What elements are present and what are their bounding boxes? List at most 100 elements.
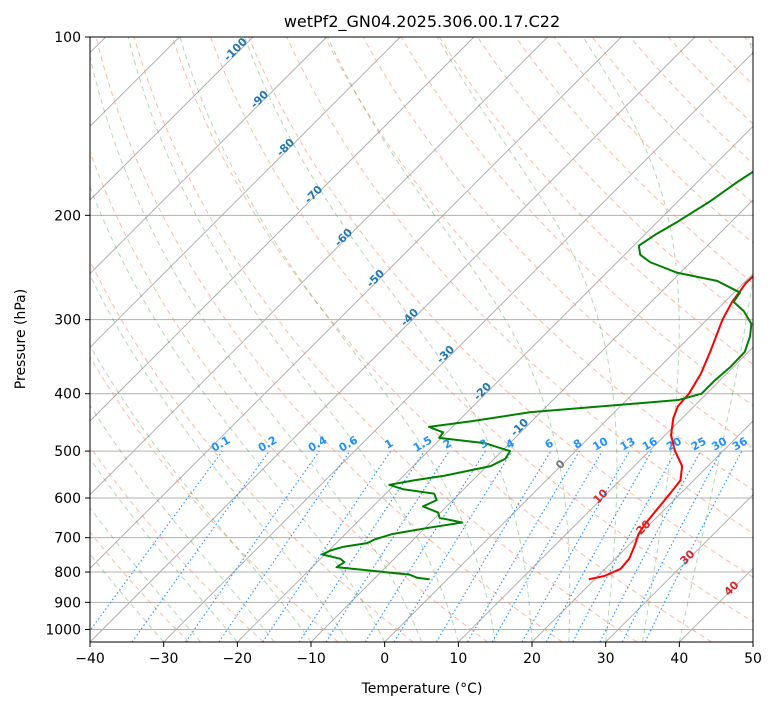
isotherm-line [90, 37, 401, 349]
mixing-ratio-line [572, 450, 677, 642]
moist-adiabat-line [179, 37, 496, 642]
mixing-ratio-lines [90, 450, 743, 642]
isotherm-line [752, 641, 753, 642]
dry-adiabat-line [90, 259, 414, 642]
dry-adiabat-label: -40 [398, 306, 421, 329]
mixing-ratio-line [467, 450, 580, 642]
mixing-ratio-line [435, 450, 552, 642]
y-tick-label: 900 [54, 595, 81, 611]
moist-adiabat-line [90, 553, 165, 642]
moist-adiabat-line [90, 457, 238, 642]
moist-adiabat-line [90, 274, 349, 642]
dry-adiabat-label: 30 [678, 547, 698, 567]
y-tick-label: 600 [54, 491, 81, 507]
dry-adiabat-label: -90 [248, 88, 271, 111]
isotherm-line [457, 346, 753, 642]
dry-adiabat-line [439, 37, 753, 366]
isotherm-line [90, 37, 696, 642]
dry-adiabat-label: -50 [364, 267, 387, 290]
dry-adiabat-label: 20 [634, 517, 654, 537]
dry-adiabat-line [362, 37, 753, 449]
x-tick-label: 40 [670, 651, 688, 667]
dry-adiabat-label: -60 [332, 226, 355, 249]
x-tick-label: −40 [75, 651, 105, 667]
moist-adiabat-lines [90, 37, 753, 642]
dry-adiabat-label: -10 [508, 416, 531, 439]
dry-adiabat-line [133, 37, 638, 642]
mixing-ratio-line [131, 450, 270, 642]
isotherm-line [90, 37, 475, 422]
mixing-ratio-line [185, 450, 320, 642]
dry-adiabat-line [553, 37, 753, 244]
moist-adiabat-line [90, 404, 275, 642]
mixing-ratio-line [262, 450, 392, 642]
y-tick-label: 700 [54, 531, 81, 547]
x-tick-label: 10 [449, 651, 467, 667]
isotherm-line [90, 37, 622, 570]
dry-adiabat-label: -80 [274, 136, 297, 159]
isotherm-lines [90, 37, 753, 642]
dry-adiabat-line [95, 37, 563, 642]
mixing-ratio-line [298, 450, 425, 642]
x-axis-ticks: −40 −30 −20 −10 0 10 20 30 40 50 [75, 642, 762, 667]
dry-adiabat-line [515, 37, 753, 284]
mixing-ratio-line [325, 450, 450, 642]
x-tick-label: −30 [149, 651, 179, 667]
isotherm-line [236, 125, 753, 642]
y-tick-label: 400 [54, 387, 81, 403]
isotherm-line [678, 567, 753, 642]
mixing-ratio-line [393, 450, 513, 642]
dry-adiabat-label: -30 [434, 343, 457, 366]
moist-adiabat-line [90, 344, 312, 642]
mixing-ratio-label: 6 [543, 436, 556, 451]
dry-adiabat-label: 40 [722, 578, 742, 598]
y-axis-ticks: 1000 900 800 700 600 500 400 300 200 100 [45, 30, 90, 638]
dry-adiabat-line [90, 531, 190, 642]
isotherm-line [605, 493, 753, 642]
plot-frame [89, 36, 754, 643]
moist-adiabat-line [244, 37, 533, 642]
y-tick-label: 800 [54, 565, 81, 581]
sounding-series [320, 170, 753, 581]
dry-adiabat-line [706, 37, 753, 86]
y-tick-label: 300 [54, 313, 81, 329]
x-axis-label: Temperature (°C) [361, 681, 483, 697]
mixing-ratio-line [90, 450, 223, 632]
dry-adiabat-line [210, 37, 753, 623]
x-tick-label: 30 [597, 651, 615, 667]
dry-adiabat-label: 10 [591, 486, 611, 506]
mixing-ratio-line [545, 450, 653, 642]
dry-adiabat-label: -70 [302, 183, 325, 206]
dry-adiabat-line [90, 356, 339, 642]
y-axis-label: Pressure (hPa) [13, 289, 29, 389]
dry-adiabat-line [324, 37, 753, 491]
temperature-profile [588, 274, 753, 581]
moist-adiabat-line [436, 37, 618, 642]
dry-adiabat-line [400, 37, 753, 407]
dry-adiabat-line [248, 37, 753, 578]
mixing-ratio-line [218, 450, 351, 642]
dry-adiabat-line [90, 150, 488, 642]
x-tick-label: −10 [296, 651, 326, 667]
isotherm-line [90, 37, 328, 275]
y-tick-label: 500 [54, 444, 81, 460]
dewpoint-profile [320, 170, 753, 581]
moist-adiabat-line [582, 37, 680, 642]
y-tick-label: 200 [54, 208, 81, 224]
dry-adiabat-lines [90, 37, 753, 642]
x-tick-label: 50 [744, 651, 762, 667]
isotherm-line [310, 199, 753, 642]
isotherm-line [90, 37, 549, 496]
isotherm-line [384, 272, 753, 642]
moist-adiabat-line [90, 507, 201, 642]
mixing-ratio-line [491, 450, 603, 642]
moist-adiabat-line [127, 37, 459, 642]
dry-adiabat-line [90, 445, 264, 642]
x-tick-label: 20 [523, 651, 541, 667]
chart-title: wetPf2_GN04.2025.306.00.17.C22 [284, 12, 560, 32]
moist-adiabat-line [90, 54, 422, 642]
moist-adiabat-line [327, 37, 571, 642]
x-tick-label: 0 [380, 651, 389, 667]
